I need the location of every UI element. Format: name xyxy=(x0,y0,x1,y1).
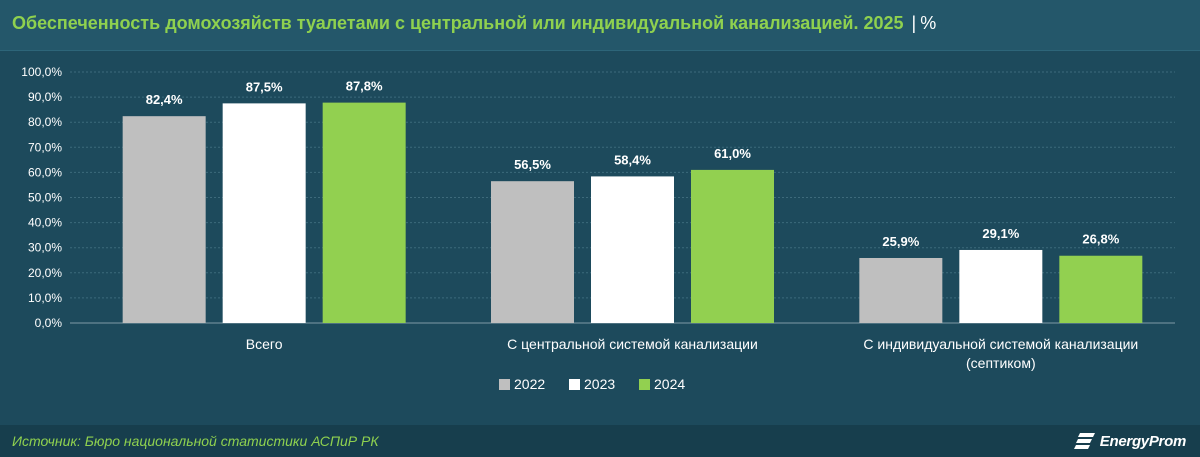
bar-2023-2 xyxy=(591,176,674,323)
data-label: 26,8% xyxy=(1082,232,1119,247)
title-text: Обеспеченность домохозяйств туалетами с … xyxy=(12,13,904,33)
y-tick-label: 60,0% xyxy=(28,165,62,179)
bar-2023-1 xyxy=(222,103,306,323)
y-tick-label: 20,0% xyxy=(28,266,62,280)
title-unit: % xyxy=(920,13,937,33)
data-label: 56,5% xyxy=(514,157,551,172)
legend-swatch-2023 xyxy=(569,379,580,390)
data-label: 87,5% xyxy=(246,79,283,94)
data-label: 87,8% xyxy=(346,79,383,94)
data-label: 25,9% xyxy=(882,234,919,249)
bar-2022-2 xyxy=(491,181,574,323)
legend-label-2022: 2022 xyxy=(514,376,545,392)
bar-2022-3 xyxy=(859,257,943,323)
data-label: 61,0% xyxy=(714,146,751,161)
data-label: 58,4% xyxy=(614,152,651,167)
bar-chart: 0,0% 10,0% 20,0% 30,0% 40,0% 50,0% 60,0% 70,0% 8… xyxy=(21,65,1175,392)
bar-2024-1 xyxy=(322,102,406,323)
bar-2022-1 xyxy=(122,116,206,324)
logo-text: EnergyProm xyxy=(1099,432,1187,450)
x-category-label: Всего xyxy=(246,336,283,352)
footer: Источник: Бюро национальной статистики А… xyxy=(0,425,1200,457)
legend-label-2023: 2023 xyxy=(584,376,615,392)
energyprom-logo-icon xyxy=(1073,433,1095,449)
y-tick-label: 100,0% xyxy=(21,65,62,79)
bar-2023-3 xyxy=(959,249,1043,323)
y-tick-label: 70,0% xyxy=(28,140,62,154)
y-tick-label: 10,0% xyxy=(28,291,62,305)
x-category-label: (септиком) xyxy=(966,355,1036,371)
title-bar: Обеспеченность домохозяйств туалетами с … xyxy=(0,0,1200,51)
energyprom-logo: EnergyProm xyxy=(1073,430,1187,452)
title-separator: | xyxy=(911,13,917,33)
chart-title: Обеспеченность домохозяйств туалетами с … xyxy=(12,13,936,34)
y-tick-label: 90,0% xyxy=(28,90,62,104)
y-tick-label: 30,0% xyxy=(28,241,62,255)
x-category-label: С центральной системой канализации xyxy=(507,336,758,352)
y-tick-label: 40,0% xyxy=(28,216,62,230)
legend-swatch-2024 xyxy=(639,379,650,390)
y-tick-label: 50,0% xyxy=(28,191,62,205)
data-label: 29,1% xyxy=(982,226,1019,241)
y-tick-label: 0,0% xyxy=(35,316,63,330)
source-note: Источник: Бюро национальной статистики А… xyxy=(12,433,379,449)
data-label: 82,4% xyxy=(146,92,183,107)
bar-2024-2 xyxy=(691,169,774,323)
legend-label-2024: 2024 xyxy=(654,376,685,392)
legend-swatch-2022 xyxy=(499,379,510,390)
bar-2024-3 xyxy=(1059,255,1143,323)
x-category-label: С индивидуальной системой канализации xyxy=(863,336,1138,352)
y-tick-label: 80,0% xyxy=(28,115,62,129)
